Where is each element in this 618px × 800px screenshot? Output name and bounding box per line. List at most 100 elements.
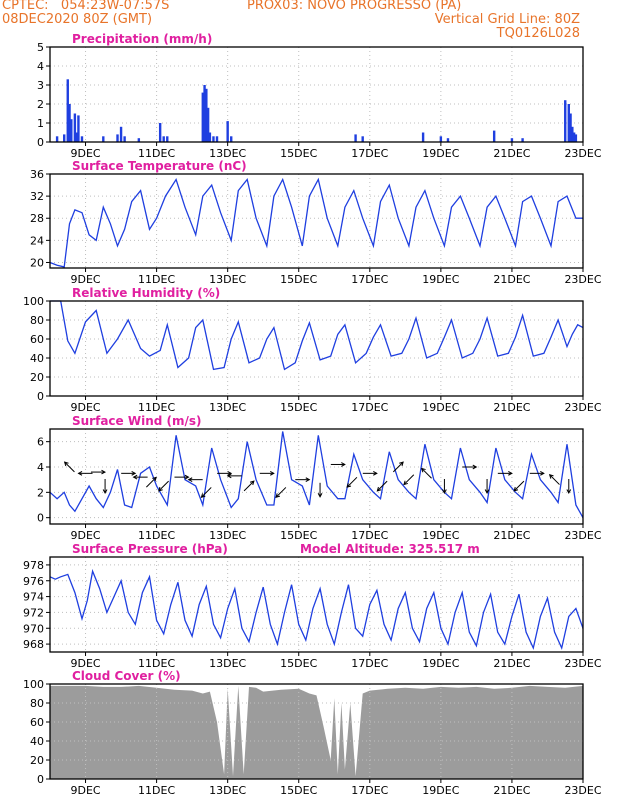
- x-tick-label: 11DEC: [138, 657, 175, 670]
- precip-bar: [571, 126, 574, 142]
- wind-arrow-head: [540, 470, 545, 476]
- y-tick-label: 6: [37, 436, 44, 449]
- wind-arrow: [132, 474, 148, 480]
- header-grid-line-note: Vertical Grid Line: 80Z: [434, 12, 580, 27]
- y-tick-label: 978: [23, 559, 44, 572]
- x-tick-label: 15DEC: [280, 529, 317, 542]
- wind-arrow: [484, 479, 490, 495]
- y-tick-label: 28: [30, 212, 44, 225]
- x-tick-label: 17DEC: [351, 657, 388, 670]
- wind-arrow-shaft: [403, 474, 415, 485]
- x-tick-label: 11DEC: [138, 147, 175, 160]
- wind-arrow-head: [184, 474, 190, 480]
- y-tick-label: 60: [30, 716, 44, 729]
- precip-bar: [564, 100, 567, 142]
- wind-arrow-head: [305, 477, 311, 483]
- wind-arrow-head: [421, 467, 426, 473]
- wind-arrow-head: [187, 477, 193, 483]
- x-tick-label: 19DEC: [422, 401, 459, 414]
- y-tick-label: 32: [30, 190, 44, 203]
- humidity-title: Relative Humidity (%): [72, 286, 220, 300]
- y-tick-label: 1: [37, 117, 44, 130]
- precip-bar: [116, 134, 119, 142]
- wind-arrow-shaft: [64, 461, 75, 473]
- y-tick-label: 972: [23, 606, 44, 619]
- x-tick-label: 13DEC: [209, 657, 246, 670]
- wind-arrow-head: [101, 469, 107, 475]
- y-tick-label: 100: [23, 295, 44, 308]
- wind-arrow: [462, 464, 478, 470]
- humidity-frame: [49, 300, 584, 397]
- x-tick-label: 13DEC: [209, 147, 246, 160]
- cloud-cover-panel: Cloud Cover (%) 0 20 40 60 80 100 9DEC 11DEC 13DE…: [23, 669, 602, 797]
- x-tick-label: 21DEC: [493, 529, 530, 542]
- y-tick-label: 0: [37, 390, 44, 403]
- wind-arrow-head: [403, 480, 408, 486]
- precip-bar: [137, 138, 141, 142]
- x-tick-label: 23DEC: [564, 147, 601, 160]
- y-tick-label: 0: [37, 136, 44, 149]
- wind-arrow: [295, 477, 311, 483]
- x-tick-label: 23DEC: [564, 401, 601, 414]
- precip-bar: [123, 136, 126, 142]
- wind-arrow-shaft: [513, 480, 525, 492]
- precip-bar: [208, 132, 212, 142]
- x-tick-label: 9DEC: [70, 657, 100, 670]
- wind-arrow-shaft: [421, 468, 432, 479]
- x-tick-label: 21DEC: [493, 784, 530, 797]
- y-tick-label: 2: [37, 98, 44, 111]
- y-tick-label: 4: [37, 60, 44, 73]
- wind-arrow: [513, 480, 525, 492]
- wind-arrow-shaft: [158, 480, 169, 492]
- precipitation-title: Precipitation (mm/h): [72, 32, 212, 46]
- x-tick-label: 19DEC: [422, 147, 459, 160]
- y-tick-label: 5: [37, 41, 44, 54]
- pressure-panel: Surface Pressure (hPa) Model Altitude: 32…: [23, 542, 602, 670]
- y-tick-label: 0: [37, 773, 44, 786]
- wind-arrow: [421, 467, 432, 479]
- y-tick-label: 976: [23, 575, 44, 588]
- x-tick-label: 21DEC: [493, 657, 530, 670]
- precip-bar: [73, 113, 77, 142]
- x-tick-label: 9DEC: [70, 529, 100, 542]
- x-tick-label: 23DEC: [564, 784, 601, 797]
- wind-arrow: [529, 470, 545, 476]
- wind-arrow: [442, 479, 447, 495]
- wind-arrow: [548, 474, 560, 485]
- y-tick-label: 80: [30, 697, 44, 710]
- precip-bar: [119, 126, 123, 142]
- wind-arrow-head: [275, 493, 281, 498]
- x-tick-label: 13DEC: [209, 784, 246, 797]
- x-tick-label: 19DEC: [422, 273, 459, 286]
- y-tick-label: 20: [30, 754, 44, 767]
- x-tick-label: 9DEC: [70, 147, 100, 160]
- precip-bar: [162, 136, 165, 142]
- wind-arrow-shaft: [549, 474, 560, 485]
- wind-arrow: [275, 487, 287, 498]
- x-tick-label: 11DEC: [138, 401, 175, 414]
- precip-bar: [158, 123, 162, 142]
- wind-arrow: [158, 480, 169, 492]
- precip-bar: [205, 88, 208, 142]
- wind-arrow-head: [317, 493, 323, 498]
- wind-arrow-shaft: [243, 480, 255, 492]
- wind-arrow: [346, 476, 358, 488]
- wind-line: [49, 431, 584, 519]
- temperature-title: Surface Temperature (nC): [72, 159, 247, 173]
- x-tick-label: 17DEC: [351, 784, 388, 797]
- cloud-cover-title: Cloud Cover (%): [72, 669, 181, 683]
- wind-frame: [49, 428, 584, 525]
- precip-bar: [230, 136, 233, 142]
- y-tick-label: 968: [23, 638, 44, 651]
- wind-arrow-head: [472, 464, 478, 470]
- wind-arrow: [376, 480, 388, 492]
- wind-arrow: [330, 462, 346, 467]
- wind-arrow-head: [270, 470, 275, 476]
- precip-bar: [70, 119, 73, 142]
- wind-arrow-shaft: [346, 476, 358, 488]
- x-tick-label: 17DEC: [351, 147, 388, 160]
- humidity-panel: Relative Humidity (%) 0 20 40 60 80 100 9DEC 11D…: [23, 286, 602, 414]
- pressure-title: Surface Pressure (hPa): [72, 542, 228, 556]
- precip-bar: [212, 136, 215, 142]
